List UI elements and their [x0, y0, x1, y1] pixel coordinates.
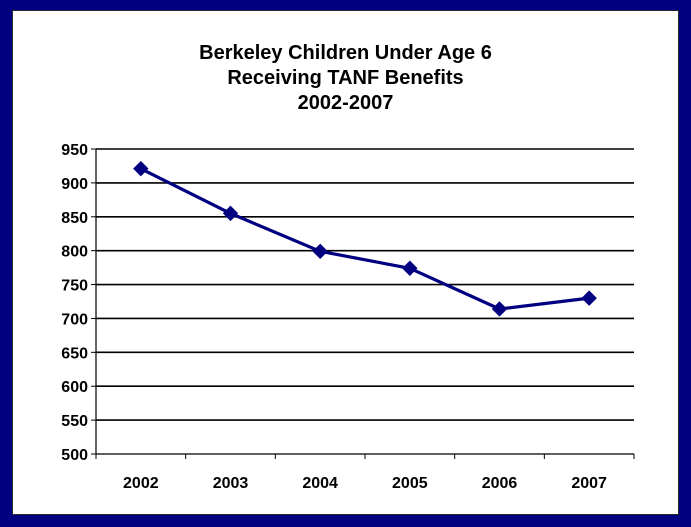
chart-title-line-1: Berkeley Children Under Age 6 — [199, 42, 492, 64]
y-tick-label-900: 900 — [61, 176, 88, 193]
x-tick-label-2003: 2003 — [213, 475, 249, 492]
y-tick-label-500: 500 — [61, 447, 88, 464]
data-point-2003 — [222, 205, 239, 222]
data-point-2004 — [312, 243, 328, 260]
chart-title: Berkeley Children Under Age 6 Receiving … — [13, 41, 678, 116]
chart-title-line-2: Receiving TANF Benefits — [227, 67, 464, 89]
chart-panel: Berkeley Children Under Age 6 Receiving … — [12, 10, 679, 515]
x-tick-label-2004: 2004 — [302, 475, 338, 492]
data-point-2006 — [491, 301, 508, 317]
y-tick-label-750: 750 — [61, 278, 88, 295]
data-point-2005 — [402, 260, 418, 276]
y-tick-label-650: 650 — [61, 345, 88, 362]
line-chart: 500 550 600 650 700 750 800 850 900 950 2002 2003 20… — [61, 142, 635, 492]
series-line — [140, 167, 590, 311]
y-tick-label-950: 950 — [61, 142, 88, 159]
y-tick-label-850: 850 — [61, 210, 88, 227]
y-tick-label-800: 800 — [61, 244, 88, 261]
x-tick-label-2006: 2006 — [482, 475, 518, 492]
x-tick-label-2002: 2002 — [123, 475, 159, 492]
x-tick-label-2005: 2005 — [392, 475, 428, 492]
y-tick-label-600: 600 — [61, 379, 88, 396]
y-tick-label-700: 700 — [61, 311, 88, 328]
data-point-2007 — [581, 290, 597, 306]
data-point-2002 — [133, 160, 149, 177]
x-tick-label-2007: 2007 — [571, 475, 607, 492]
chart-title-line-3: 2002-2007 — [297, 92, 394, 114]
y-tick-label-550: 550 — [61, 413, 88, 430]
